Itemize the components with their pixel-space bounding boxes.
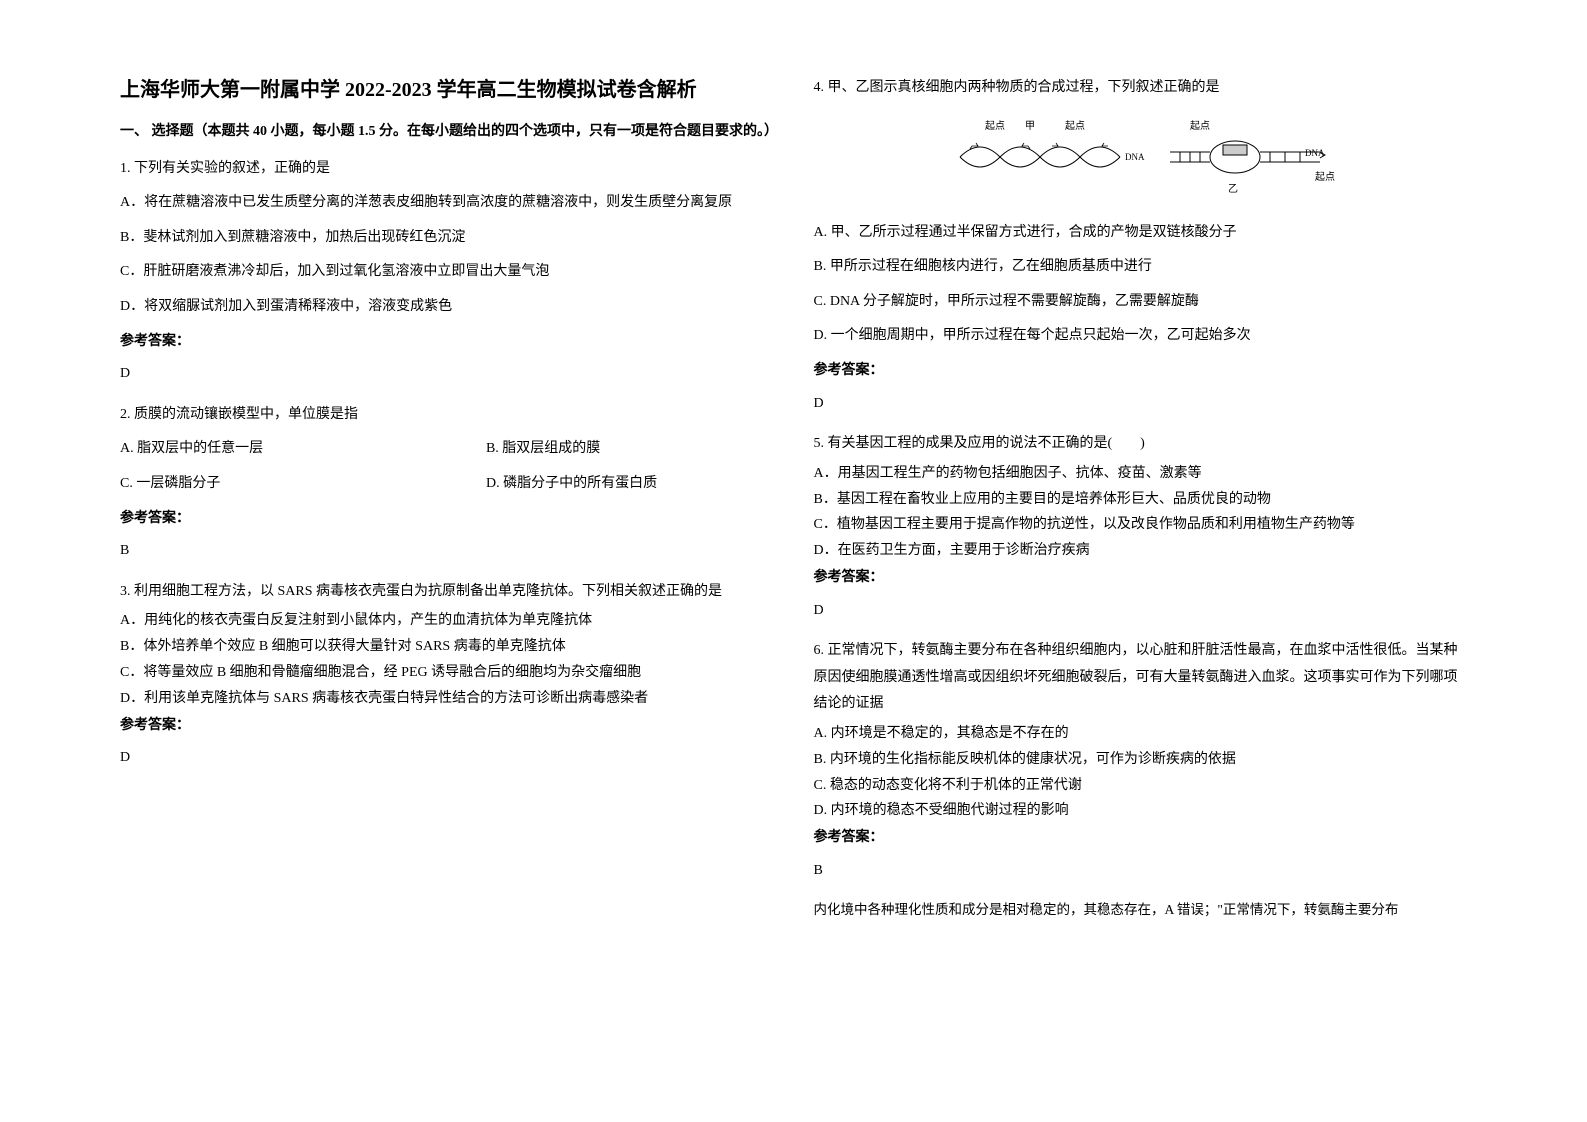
q2-answer: B [120, 538, 774, 565]
q4-option-d: D. 一个细胞周期中，甲所示过程在每个起点只起始一次，乙可起始多次 [814, 323, 1468, 350]
q5-answer-label: 参考答案： [814, 565, 1468, 592]
q3-stem: 3. 利用细胞工程方法，以 SARS 病毒核衣壳蛋白为抗原制备出单克隆抗体。下列… [120, 579, 774, 606]
q1-option-d: D．将双缩脲试剂加入到蛋清稀释液中，溶液变成紫色 [120, 294, 774, 321]
diagram-label-origin2: 起点 [1065, 120, 1085, 132]
q4-answer: D [814, 391, 1468, 418]
q6-option-d: D. 内环境的稳态不受细胞代谢过程的影响 [814, 799, 1468, 823]
q6-option-b: B. 内环境的生化指标能反映机体的健康状况，可作为诊断疾病的依据 [814, 748, 1468, 772]
q3-option-a: A．用纯化的核衣壳蛋白反复注射到小鼠体内，产生的血清抗体为单克隆抗体 [120, 609, 774, 633]
q3-option-d: D．利用该单克隆抗体与 SARS 病毒核衣壳蛋白特异性结合的方法可诊断出病毒感染… [120, 687, 774, 711]
diagram-label-origin3: 起点 [1190, 120, 1210, 132]
q2-option-d: D. 磷脂分子中的所有蛋白质 [486, 471, 657, 498]
q6-stem: 6. 正常情况下，转氨酶主要分布在各种组织细胞内，以心脏和肝脏活性最高，在血浆中… [814, 638, 1468, 718]
q3-answer-label: 参考答案： [120, 713, 774, 740]
q5-option-b: B．基因工程在畜牧业上应用的主要目的是培养体形巨大、品质优良的动物 [814, 488, 1468, 512]
q1-answer: D [120, 361, 774, 388]
q4-option-a: A. 甲、乙所示过程通过半保留方式进行，合成的产物是双链核酸分子 [814, 220, 1468, 247]
q1-option-a: A．将在蔗糖溶液中已发生质壁分离的洋葱表皮细胞转到高浓度的蔗糖溶液中，则发生质壁… [120, 190, 774, 217]
diagram-label-yi: 乙 [1228, 183, 1238, 195]
q5-option-d: D．在医药卫生方面，主要用于诊断治疗疾病 [814, 539, 1468, 563]
q5-answer: D [814, 598, 1468, 625]
q2-option-a: A. 脂双层中的任意一层 [120, 436, 486, 463]
q2-option-c: C. 一层磷脂分子 [120, 471, 486, 498]
q4-stem: 4. 甲、乙图示真核细胞内两种物质的合成过程，下列叙述正确的是 [814, 75, 1468, 102]
q5-option-c: C．植物基因工程主要用于提高作物的抗逆性，以及改良作物品质和利用植物生产药物等 [814, 513, 1468, 537]
q1-option-b: B．斐林试剂加入到蔗糖溶液中，加热后出现砖红色沉淀 [120, 225, 774, 252]
q6-answer: B [814, 858, 1468, 885]
q2-stem: 2. 质膜的流动镶嵌模型中，单位膜是指 [120, 402, 774, 429]
q6-option-c: C. 稳态的动态变化将不利于机体的正常代谢 [814, 774, 1468, 798]
q1-answer-label: 参考答案： [120, 329, 774, 356]
exam-title: 上海华师大第一附属中学 2022-2023 学年高二生物模拟试卷含解析 [120, 75, 774, 105]
q5-stem: 5. 有关基因工程的成果及应用的说法不正确的是( ) [814, 431, 1468, 458]
right-column: 4. 甲、乙图示真核细胞内两种物质的合成过程，下列叙述正确的是 起点 甲 起点 … [794, 75, 1488, 1082]
diagram-label-origin4: 起点 [1315, 171, 1335, 183]
diagram-label-dna1: DNA [1125, 152, 1145, 162]
q4-option-b: B. 甲所示过程在细胞核内进行，乙在细胞质基质中进行 [814, 254, 1468, 281]
q4-diagram: 起点 甲 起点 DNA 起点 乙 DNA 起点 [814, 112, 1468, 202]
q3-answer: D [120, 745, 774, 772]
diagram-label-dna2: DNA [1305, 148, 1325, 158]
diagram-label-jia: 甲 [1025, 121, 1035, 132]
section-1-head: 一、 选择题（本题共 40 小题，每小题 1.5 分。在每小题给出的四个选项中，… [120, 119, 774, 146]
q6-option-a: A. 内环境是不稳定的，其稳态是不存在的 [814, 722, 1468, 746]
q4-answer-label: 参考答案： [814, 358, 1468, 385]
q3-option-c: C．将等量效应 B 细胞和骨髓瘤细胞混合，经 PEG 诱导融合后的细胞均为杂交瘤… [120, 661, 774, 685]
q2-answer-label: 参考答案： [120, 506, 774, 533]
q3-option-b: B．体外培养单个效应 B 细胞可以获得大量针对 SARS 病毒的单克隆抗体 [120, 635, 774, 659]
left-column: 上海华师大第一附属中学 2022-2023 学年高二生物模拟试卷含解析 一、 选… [100, 75, 794, 1082]
q1-option-c: C．肝脏研磨液煮沸冷却后，加入到过氧化氢溶液中立即冒出大量气泡 [120, 259, 774, 286]
q5-option-a: A．用基因工程生产的药物包括细胞因子、抗体、疫苗、激素等 [814, 462, 1468, 486]
q1-stem: 1. 下列有关实验的叙述，正确的是 [120, 156, 774, 183]
diagram-label-origin1: 起点 [985, 120, 1005, 132]
q4-option-c: C. DNA 分子解旋时，甲所示过程不需要解旋酶，乙需要解旋酶 [814, 289, 1468, 316]
q2-option-b: B. 脂双层组成的膜 [486, 436, 600, 463]
q6-answer-label: 参考答案： [814, 825, 1468, 852]
q6-explanation: 内化境中各种理化性质和成分是相对稳定的，其稳态存在，A 错误；"正常情况下，转氨… [814, 898, 1468, 922]
